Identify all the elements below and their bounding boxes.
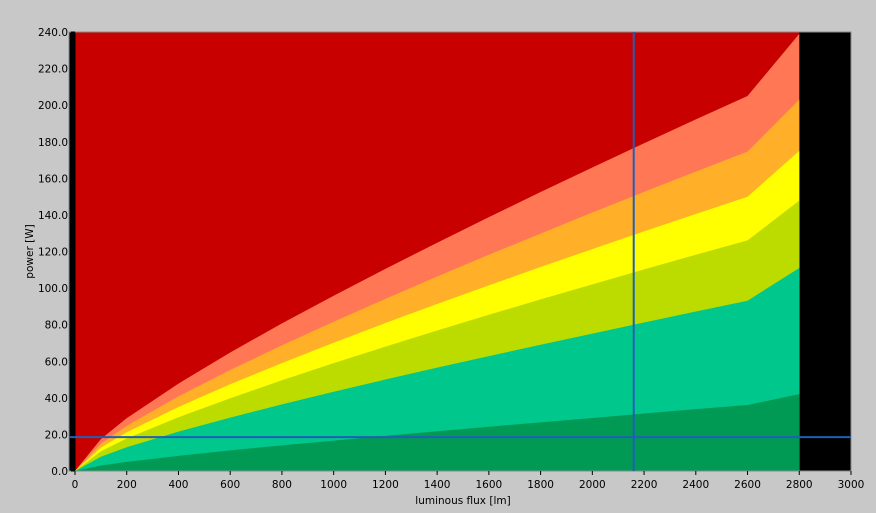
plot-border (68, 31, 852, 472)
axes: 0 200 400 600 800 1000 1200 1400 1600 1800 2000 220… (38, 27, 864, 491)
y-tick-label: 100.0 (38, 283, 68, 295)
cursor[interactable] (69, 32, 851, 471)
x-tick-label: 2800 (786, 479, 813, 491)
y-tick-label: 20.0 (45, 429, 68, 441)
y-tick-label: 40.0 (45, 393, 68, 405)
y-tick-label: 140.0 (38, 210, 68, 222)
x-tick-label: 600 (220, 479, 240, 491)
x-tick-label: 2600 (734, 479, 761, 491)
x-axis-label: luminous flux [lm] (415, 495, 510, 507)
x-tick-label: 2400 (682, 479, 709, 491)
x-tick-label: 1200 (372, 479, 399, 491)
x-tick-label: 1400 (424, 479, 451, 491)
y-tick-label: 0.0 (51, 466, 68, 478)
x-tick-label: 0 (72, 479, 79, 491)
x-tick-label: 1600 (475, 479, 502, 491)
y-tick-label: 180.0 (38, 137, 68, 149)
x-tick-label: 1000 (320, 479, 347, 491)
x-tick-label: 1800 (527, 479, 554, 491)
y-tick-label: 80.0 (45, 320, 68, 332)
y-tick-label: 160.0 (38, 173, 68, 185)
plot-area (69, 32, 851, 472)
x-tick-label: 800 (272, 479, 292, 491)
x-tick-label: 400 (168, 479, 188, 491)
x-tick-label: 200 (117, 479, 137, 491)
y-tick-label: 240.0 (38, 27, 68, 39)
x-tick-label: 2200 (631, 479, 658, 491)
y-tick-label: 200.0 (38, 100, 68, 112)
x-tick-label: 3000 (838, 479, 865, 491)
y-tick-label: 120.0 (38, 247, 68, 259)
area-series-1 (75, 394, 800, 471)
y-tick-label: 60.0 (45, 356, 68, 368)
x-tick-label: 2000 (579, 479, 606, 491)
y-tick-label: 220.0 (38, 64, 68, 76)
y-axis-label: power [W] (24, 224, 36, 278)
